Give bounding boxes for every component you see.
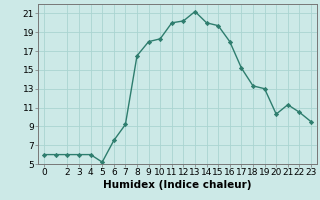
X-axis label: Humidex (Indice chaleur): Humidex (Indice chaleur) — [103, 180, 252, 190]
